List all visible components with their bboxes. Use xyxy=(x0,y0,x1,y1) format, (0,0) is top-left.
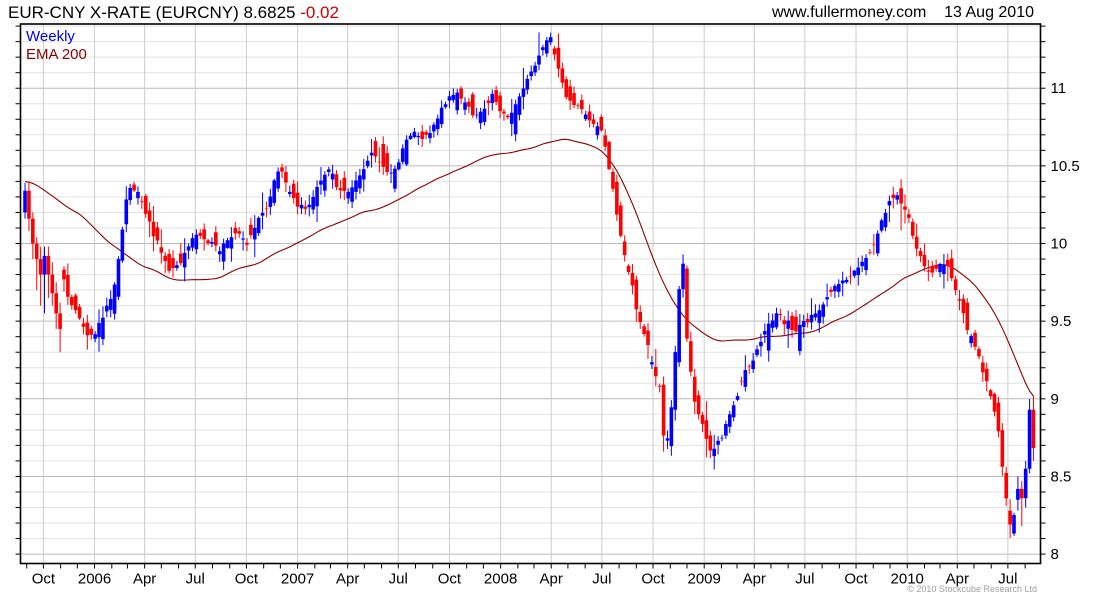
svg-text:Jul: Jul xyxy=(186,571,205,588)
svg-text:Oct: Oct xyxy=(438,571,462,588)
svg-text:Oct: Oct xyxy=(641,571,665,588)
svg-text:Jul: Jul xyxy=(795,571,814,588)
svg-text:Jul: Jul xyxy=(592,571,611,588)
svg-text:8: 8 xyxy=(1051,546,1059,563)
svg-text:Jul: Jul xyxy=(389,571,408,588)
svg-text:2008: 2008 xyxy=(484,571,517,588)
svg-text:9.5: 9.5 xyxy=(1051,313,1072,330)
svg-text:Apr: Apr xyxy=(743,571,766,588)
svg-text:10.5: 10.5 xyxy=(1051,158,1080,175)
svg-text:Oct: Oct xyxy=(844,571,868,588)
svg-text:11: 11 xyxy=(1051,80,1067,97)
svg-text:Apr: Apr xyxy=(133,571,156,588)
svg-text:Oct: Oct xyxy=(32,571,56,588)
svg-text:2007: 2007 xyxy=(281,571,314,588)
svg-text:8.5: 8.5 xyxy=(1051,469,1072,486)
svg-text:10: 10 xyxy=(1051,236,1068,253)
svg-text:Apr: Apr xyxy=(540,571,563,588)
svg-text:Apr: Apr xyxy=(336,571,359,588)
svg-text:2006: 2006 xyxy=(78,571,111,588)
svg-text:9: 9 xyxy=(1051,391,1059,408)
svg-text:Oct: Oct xyxy=(235,571,259,588)
svg-text:2009: 2009 xyxy=(688,571,721,588)
